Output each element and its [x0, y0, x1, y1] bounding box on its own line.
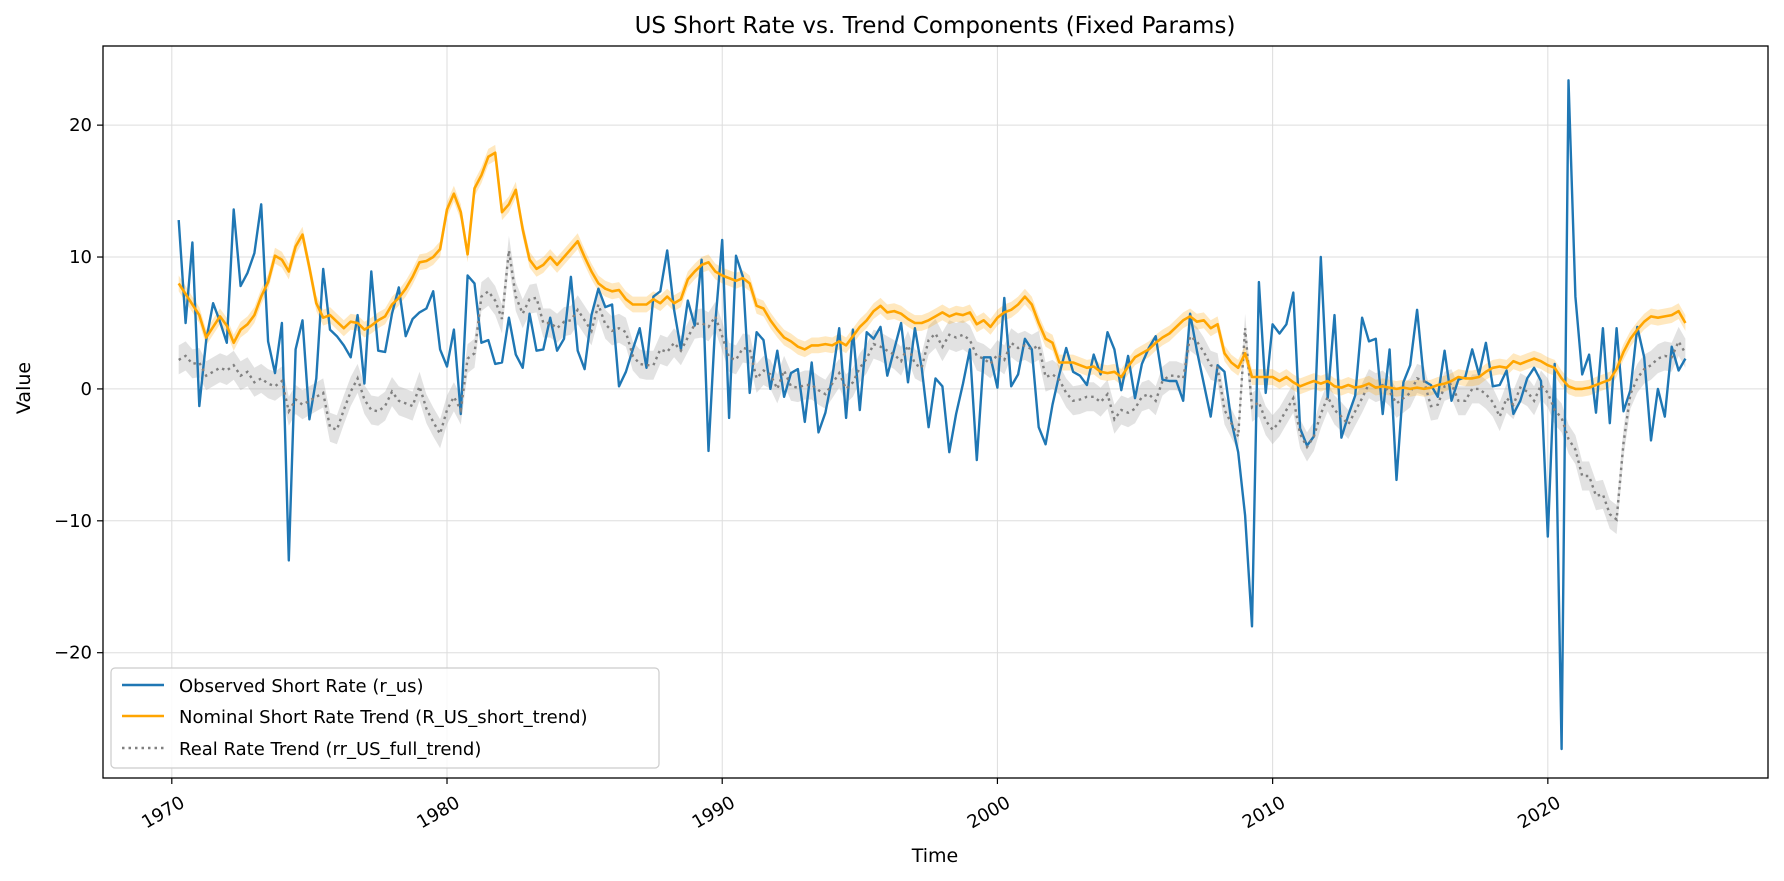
- chart-title: US Short Rate vs. Trend Components (Fixe…: [635, 13, 1236, 39]
- legend-entry-real-trend: Real Rate Trend (rr_US_full_trend): [122, 739, 481, 760]
- legend-box: [110, 667, 660, 769]
- real-trend-band: [178, 235, 1686, 534]
- legend-label-nominal-trend: Nominal Short Rate Trend (R_US_short_tre…: [179, 707, 588, 728]
- y-axis-label: Value: [13, 362, 35, 414]
- plot-area: [102, 45, 1769, 779]
- grid-lines: [103, 46, 1768, 778]
- y-tick-label: 20: [69, 115, 92, 136]
- legend-entry-nominal-trend: Nominal Short Rate Trend (R_US_short_tre…: [122, 707, 588, 728]
- legend: Observed Short Rate (r_us) Nominal Short…: [110, 667, 660, 769]
- plot-frame: [102, 45, 1769, 779]
- nominal-short-rate-trend-line: [177, 151, 1687, 391]
- confidence-bands: [178, 144, 1686, 534]
- observed-short-rate-line: [177, 79, 1687, 751]
- y-axis: −20 −10 0 10 20: [54, 115, 103, 664]
- series-lines: [177, 79, 1687, 751]
- y-tick-label: 10: [69, 247, 92, 268]
- legend-entry-observed: Observed Short Rate (r_us): [122, 676, 424, 697]
- plot-background: [103, 46, 1768, 778]
- x-axis-label: Time: [911, 845, 959, 867]
- y-tick-label: −10: [54, 511, 92, 532]
- real-rate-trend-line: [178, 250, 1687, 522]
- y-tick-label: 0: [81, 379, 92, 400]
- y-tick-label: −20: [54, 643, 92, 664]
- legend-label-real-trend: Real Rate Trend (rr_US_full_trend): [179, 739, 481, 760]
- legend-label-observed: Observed Short Rate (r_us): [179, 676, 424, 697]
